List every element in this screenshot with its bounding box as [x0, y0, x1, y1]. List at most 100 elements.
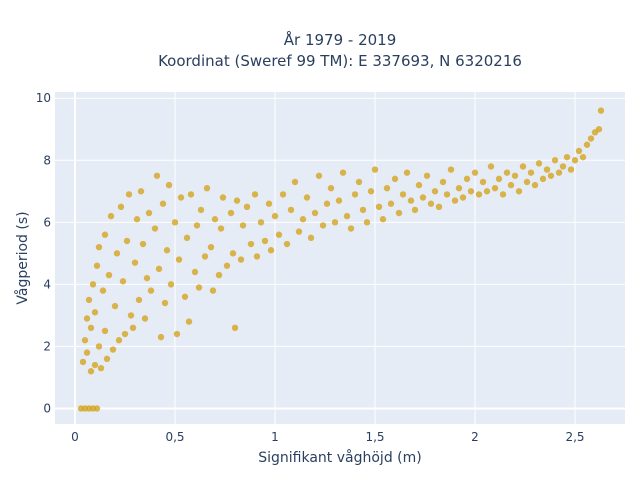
data-point: [143, 274, 151, 282]
data-point: [257, 219, 265, 226]
data-point: [543, 166, 551, 173]
data-points: [77, 107, 605, 412]
data-point: [121, 330, 129, 338]
data-point: [239, 222, 247, 229]
data-point: [291, 178, 299, 186]
data-point: [275, 231, 283, 238]
data-point: [223, 262, 231, 269]
data-point: [339, 169, 347, 176]
data-point: [299, 216, 307, 223]
data-point: [83, 315, 91, 322]
data-point: [523, 178, 531, 186]
data-point: [133, 216, 141, 223]
data-point: [197, 206, 205, 214]
data-point: [491, 184, 499, 192]
data-point: [265, 200, 273, 207]
data-point: [195, 284, 203, 291]
data-point: [343, 212, 351, 220]
data-point: [431, 188, 439, 195]
data-point: [135, 296, 143, 304]
data-point: [161, 299, 169, 307]
data-point: [191, 268, 199, 276]
data-point: [507, 181, 515, 189]
data-point: [233, 197, 241, 204]
data-point: [167, 281, 175, 288]
data-point: [559, 163, 567, 170]
data-point: [157, 333, 165, 341]
data-point: [123, 237, 131, 245]
data-point: [327, 184, 335, 192]
data-point: [595, 126, 603, 133]
data-point: [387, 200, 395, 207]
data-point: [107, 212, 115, 220]
data-point: [251, 191, 259, 198]
data-point: [125, 191, 133, 198]
data-point: [193, 222, 201, 229]
data-point: [137, 188, 145, 195]
data-point: [185, 318, 193, 325]
x-tick-label: 1,5: [365, 430, 384, 444]
y-tick-labels: 0 2 4 6 8 10: [36, 91, 51, 415]
data-point: [183, 234, 191, 242]
data-point: [215, 271, 223, 279]
data-point: [79, 358, 87, 366]
data-point: [91, 361, 99, 369]
data-point: [427, 200, 435, 207]
data-point: [109, 346, 117, 353]
data-point: [253, 253, 261, 260]
data-point: [145, 209, 153, 217]
data-point: [103, 355, 111, 363]
data-point: [567, 166, 575, 173]
data-point: [147, 287, 155, 294]
data-point: [85, 296, 93, 304]
chart-title-line1: År 1979 - 2019: [284, 30, 397, 49]
data-point: [279, 191, 287, 198]
data-point: [113, 250, 121, 257]
data-point: [439, 178, 447, 186]
chart-title-line2: Koordinat (Sweref 99 TM): E 337693, N 63…: [158, 52, 522, 70]
data-point: [217, 225, 225, 232]
data-point: [383, 184, 391, 192]
data-point: [101, 327, 109, 335]
data-point: [547, 172, 555, 179]
data-point: [99, 287, 107, 294]
data-point: [347, 225, 355, 232]
data-point: [315, 172, 323, 179]
data-point: [575, 147, 583, 155]
data-point: [363, 219, 371, 226]
x-axis-label: Signifikant våghöjd (m): [258, 449, 421, 466]
data-point: [159, 200, 167, 207]
y-axis-label: Vågperiod (s): [14, 211, 31, 304]
data-point: [423, 172, 431, 179]
data-point: [311, 209, 319, 217]
data-point: [367, 188, 375, 195]
data-point: [173, 330, 181, 338]
data-point: [163, 247, 171, 254]
data-point: [571, 157, 579, 164]
data-point: [455, 184, 463, 192]
data-point: [323, 200, 331, 207]
y-tick-label: 10: [36, 91, 51, 105]
data-point: [287, 206, 295, 214]
data-point: [171, 219, 179, 226]
data-point: [499, 191, 507, 198]
data-point: [261, 237, 269, 245]
data-point: [563, 153, 571, 161]
data-point: [579, 153, 587, 161]
x-tick-label: 0,5: [165, 430, 184, 444]
x-tick-labels: 0 0,5 1 1,5 2 2,5: [71, 430, 584, 444]
data-point: [531, 181, 539, 189]
y-tick-label: 8: [43, 153, 51, 167]
data-point: [495, 175, 503, 183]
data-point: [351, 191, 359, 198]
data-point: [597, 107, 605, 114]
data-point: [153, 172, 161, 179]
data-point: [117, 203, 125, 211]
y-tick-label: 2: [43, 339, 51, 353]
data-point: [207, 243, 215, 251]
data-point: [419, 194, 427, 201]
data-point: [227, 209, 235, 217]
data-point: [115, 337, 123, 344]
data-point: [131, 259, 139, 266]
data-point: [395, 209, 403, 217]
